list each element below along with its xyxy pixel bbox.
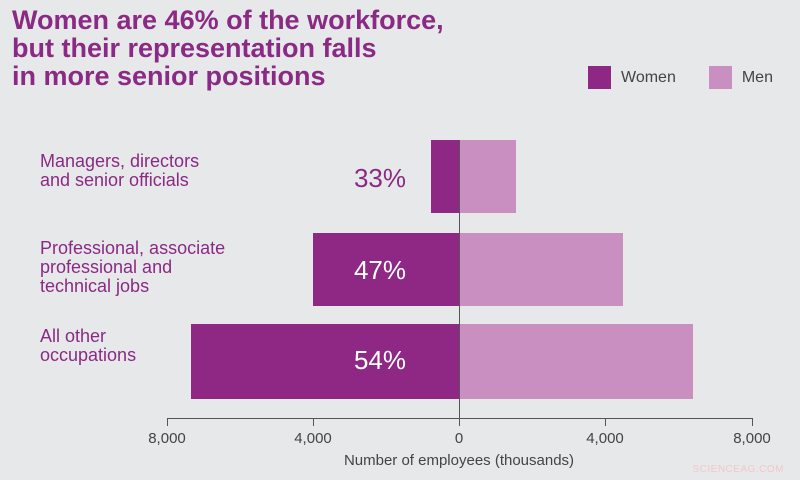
zero-axis-line [459, 140, 460, 418]
bar-women-professional [313, 233, 459, 306]
x-tick-label: 8,000 [148, 430, 186, 447]
bar-women-other [191, 324, 459, 399]
legend-swatch-men [708, 66, 732, 89]
pct-label-professional: 47% [353, 255, 407, 285]
x-tick [752, 418, 753, 426]
bar-men-professional [459, 233, 623, 306]
x-tick [313, 418, 314, 426]
bar-women-managers [431, 140, 459, 213]
x-tick-label: 4,000 [586, 430, 624, 447]
legend-label-women: Women [621, 68, 676, 86]
x-tick-label: 0 [454, 430, 464, 447]
x-tick [167, 418, 168, 426]
pct-label-other: 54% [353, 345, 407, 375]
category-label-managers: Managers, directors and senior officials [40, 151, 200, 190]
watermark: SCIENCEAG.COM [692, 464, 784, 475]
x-tick-label: 4,000 [294, 430, 332, 447]
x-tick [605, 418, 606, 426]
legend-label-men: Men [741, 68, 773, 86]
x-axis-line [167, 418, 753, 419]
category-label-professional: Professional, associate professional and… [40, 238, 226, 296]
x-axis-title: Number of employees (thousands) [343, 452, 575, 469]
bar-men-other [459, 324, 693, 399]
x-tick [459, 418, 460, 426]
legend-swatch-women [588, 66, 611, 89]
category-label-other: All other occupations [40, 326, 137, 365]
legend: Women Men [588, 66, 800, 89]
x-tick-label: 8,000 [733, 430, 771, 447]
pct-label-managers: 33% [353, 163, 407, 193]
chart-title: Women are 46% of the workforce, but thei… [12, 5, 444, 91]
bar-men-managers [459, 140, 516, 213]
